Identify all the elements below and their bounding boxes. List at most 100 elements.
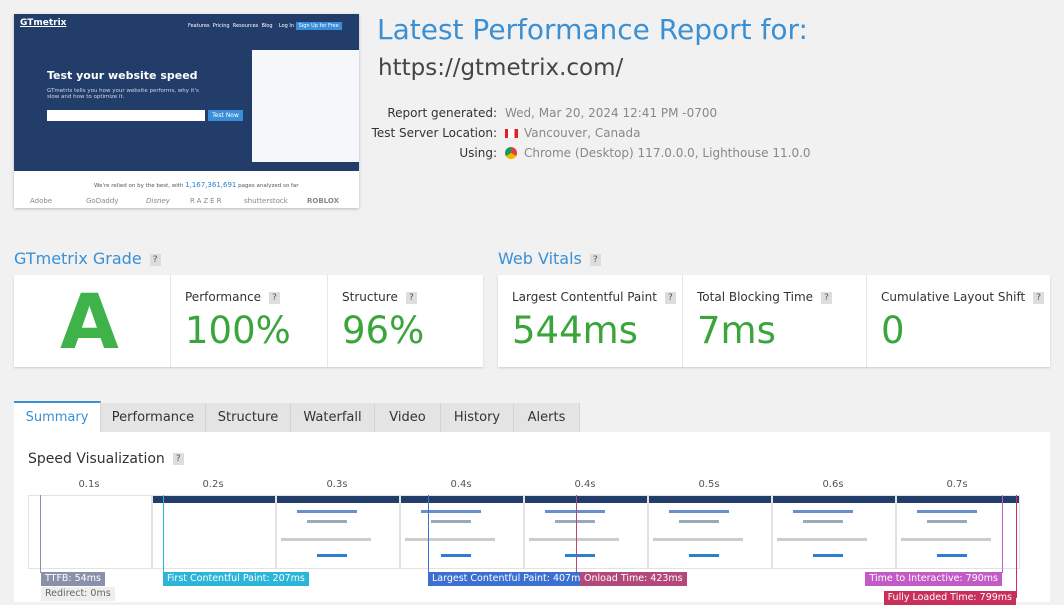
frame xyxy=(400,495,524,569)
marker-line xyxy=(40,495,41,573)
grade-card: A Performance? 100% Structure? 96% xyxy=(14,275,483,367)
detail-value: Vancouver, Canada xyxy=(524,126,641,140)
thumb-subtext: GTmetrix tells you how your website perf… xyxy=(47,88,199,100)
frame-content xyxy=(803,520,843,523)
frame-content xyxy=(653,538,743,541)
frame-content xyxy=(317,554,347,557)
tab[interactable]: Performance xyxy=(101,403,206,432)
metric-cell: Total Blocking Time? 7ms xyxy=(682,275,867,367)
marker-label: Redirect: 0ms xyxy=(41,587,115,601)
frame-time: 0.2s xyxy=(202,479,224,490)
metric-cell: Performance? 100% xyxy=(170,275,328,367)
marker-label: Largest Contentful Paint: 407ms xyxy=(428,572,590,586)
frame-content xyxy=(937,554,967,557)
report-title: Latest Performance Report for: xyxy=(377,13,808,46)
brand: GoDaddy xyxy=(86,197,119,205)
frame-content xyxy=(689,554,719,557)
detail-label: Using: xyxy=(459,146,497,160)
metric-value: 96% xyxy=(342,309,425,352)
tab[interactable]: Structure xyxy=(206,403,291,432)
help-icon[interactable]: ? xyxy=(821,291,833,304)
frame-header xyxy=(649,496,771,503)
detail-label: Test Server Location: xyxy=(371,126,497,140)
metric-label: Total Blocking Time? xyxy=(697,290,833,304)
frame xyxy=(896,495,1020,569)
label-text: Cumulative Layout Shift xyxy=(881,290,1026,304)
brand: Adobe xyxy=(30,197,53,205)
frame-content xyxy=(405,538,495,541)
frame-content xyxy=(793,510,853,513)
vitals-card: Largest Contentful Paint? 544ms Total Blo… xyxy=(498,275,1050,367)
section-title: Web Vitals? xyxy=(498,249,601,268)
tab[interactable]: Alerts xyxy=(514,403,580,432)
frame-content xyxy=(441,554,471,557)
metric-cell: Structure? 96% xyxy=(327,275,484,367)
help-icon[interactable]: ? xyxy=(405,291,417,304)
frame-header xyxy=(773,496,895,503)
chrome-icon xyxy=(505,147,517,159)
tab[interactable]: Waterfall xyxy=(291,403,375,432)
frame-time: 0.3s xyxy=(326,479,348,490)
metric-cell: Largest Contentful Paint? 544ms xyxy=(498,275,682,367)
frame xyxy=(648,495,772,569)
grade-title: GTmetrix Grade xyxy=(14,249,142,268)
marker-label: First Contentful Paint: 207ms xyxy=(163,572,309,586)
grade-letter: A xyxy=(60,277,119,366)
marker-line xyxy=(1002,495,1003,573)
thumb-headline: Test your website speed xyxy=(47,69,198,82)
detail-value: Chrome (Desktop) 117.0.0.0, Lighthouse 1… xyxy=(524,146,811,160)
frame-content xyxy=(421,510,481,513)
marker-label: TTFB: 54ms xyxy=(41,572,105,586)
help-icon[interactable]: ? xyxy=(269,291,281,304)
section-title: GTmetrix Grade? xyxy=(14,249,161,268)
vitals-title: Web Vitals xyxy=(498,249,582,268)
frame-time: 0.7s xyxy=(946,479,968,490)
frame-content xyxy=(901,538,991,541)
help-icon[interactable]: ? xyxy=(1033,291,1045,304)
tab[interactable]: Summary xyxy=(14,401,101,432)
tab[interactable]: History xyxy=(441,403,514,432)
speed-title-text: Speed Visualization xyxy=(28,451,165,467)
nav-item: Resources xyxy=(232,23,259,29)
frame xyxy=(276,495,400,569)
frame-content xyxy=(777,538,867,541)
nav-item: Pricing xyxy=(212,23,230,29)
nav-signup: Sign Up for Free xyxy=(295,22,342,30)
label-text: Performance xyxy=(185,290,262,304)
label-text: Largest Contentful Paint xyxy=(512,290,657,304)
thumb-nav: Features Pricing Resources Blog Log In S… xyxy=(188,22,342,30)
report-url[interactable]: https://gtmetrix.com/ xyxy=(378,55,624,81)
help-icon[interactable]: ? xyxy=(664,291,676,304)
thumb-input xyxy=(47,110,205,121)
frame-header xyxy=(153,496,275,503)
frame-content xyxy=(281,538,371,541)
tab[interactable]: Video xyxy=(375,403,441,432)
thumb-report-preview xyxy=(252,50,359,162)
frame xyxy=(772,495,896,569)
trust-suffix: pages analyzed so far xyxy=(238,183,299,189)
brand: shutterstock xyxy=(244,197,288,205)
trust-count: 1,167,361,691 xyxy=(185,181,237,189)
marker-line xyxy=(576,495,577,573)
frame-header xyxy=(277,496,399,503)
metric-value: 7ms xyxy=(697,309,776,352)
frame xyxy=(28,495,152,569)
help-icon[interactable]: ? xyxy=(589,253,601,266)
metric-label: Structure? xyxy=(342,290,417,304)
frame xyxy=(152,495,276,569)
metric-label: Performance? xyxy=(185,290,281,304)
label-text: Structure xyxy=(342,290,398,304)
metric-cell: Cumulative Layout Shift? 0 xyxy=(866,275,1051,367)
frame-header xyxy=(525,496,647,503)
help-icon[interactable]: ? xyxy=(149,253,161,266)
help-icon[interactable]: ? xyxy=(172,453,184,465)
flag xyxy=(505,129,518,138)
frame-content xyxy=(669,510,729,513)
site-thumbnail[interactable]: GTmetrix Features Pricing Resources Blog… xyxy=(14,14,359,208)
frame-time: 0.4s xyxy=(574,479,596,490)
frame-content xyxy=(431,520,471,523)
nav-item: Features xyxy=(188,23,210,29)
frame-content xyxy=(927,520,967,523)
thumb-button: Test Now xyxy=(208,110,243,121)
metric-value: 0 xyxy=(881,309,905,352)
